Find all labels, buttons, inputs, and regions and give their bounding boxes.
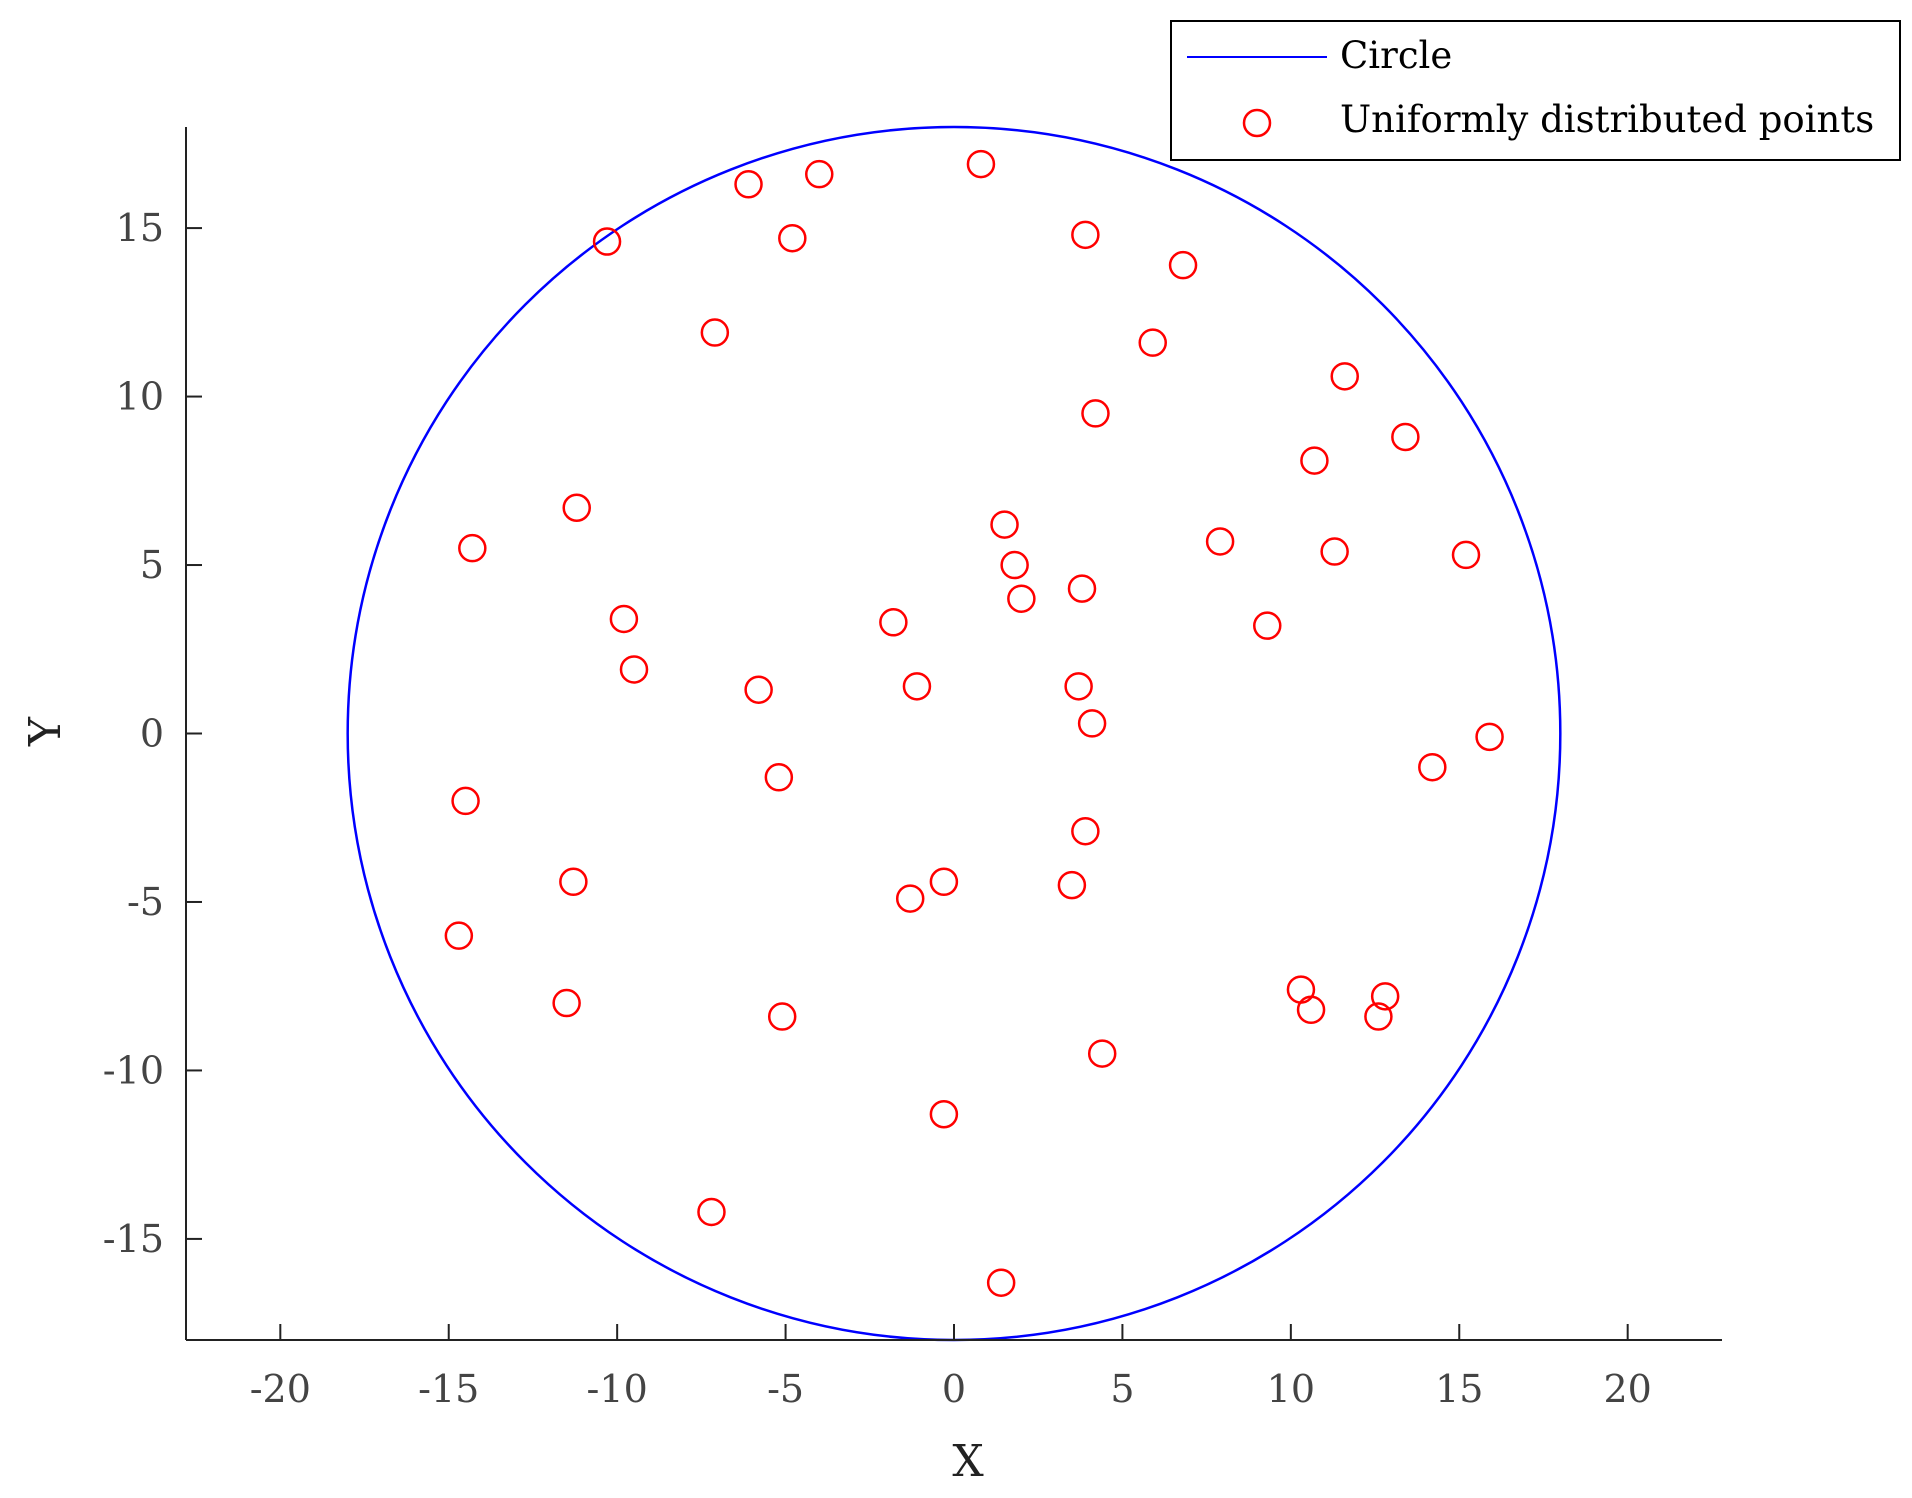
legend-marker-swatch	[1242, 108, 1272, 138]
axes: -20 -15 -10 -5 0 5 10 15 20 -15 -10 -5 0 5 10 15	[103, 127, 1722, 1411]
scatter-point	[1087, 1039, 1117, 1068]
x-tick-label: -15	[418, 1367, 479, 1411]
x-tick-label: -20	[250, 1367, 311, 1411]
points-series	[444, 149, 1504, 1297]
scatter-point	[1138, 328, 1167, 357]
scatter-point	[458, 533, 487, 563]
scatter-point	[1300, 446, 1329, 475]
scatter-point	[1320, 537, 1349, 566]
circle-line	[346, 125, 1562, 1342]
scatter-point	[1071, 816, 1100, 846]
scatter-point	[767, 1002, 797, 1031]
scatter-point	[559, 867, 588, 897]
scatter-point	[778, 223, 807, 253]
scatter-point	[929, 867, 959, 897]
scatter-point	[929, 1099, 959, 1129]
legend-box	[1170, 20, 1901, 161]
x-tick-label: 15	[1435, 1367, 1483, 1411]
legend: Circle Uniformly distributed points	[1170, 20, 1901, 161]
scatter-point	[1077, 709, 1107, 738]
scatter-point	[902, 672, 932, 701]
scatter-point	[734, 170, 763, 199]
scatter-point	[879, 608, 908, 637]
scatter-point	[700, 318, 730, 347]
legend-label-circle: Circle	[1340, 34, 1452, 77]
scatter-point	[1057, 870, 1087, 900]
scatter-point	[1370, 982, 1400, 1011]
scatter-point	[1067, 574, 1097, 603]
y-axis-label: Y	[20, 716, 71, 747]
scatter-point	[990, 510, 1019, 539]
x-ticks: -20 -15 -10 -5 0 5 10 15 20	[250, 1324, 1652, 1411]
x-axis-label: X	[952, 1436, 984, 1487]
x-tick-label: 10	[1267, 1367, 1315, 1411]
scatter-point	[744, 675, 773, 704]
scatter-point	[1168, 250, 1198, 280]
scatter-point	[1081, 399, 1110, 428]
scatter-point	[966, 149, 996, 179]
scatter-point	[1286, 975, 1316, 1004]
x-tick-label: 0	[942, 1367, 966, 1411]
scatter-point	[1007, 584, 1036, 613]
scatter-point	[764, 763, 794, 792]
plot-area	[346, 125, 1562, 1342]
scatter-point	[1253, 611, 1282, 640]
scatter-point	[1364, 1002, 1393, 1031]
scatter-point	[451, 786, 480, 816]
legend-label-points: Uniformly distributed points	[1340, 98, 1874, 141]
scatter-point	[1296, 995, 1326, 1025]
y-tick-label: 10	[116, 375, 164, 419]
y-tick-label: 0	[140, 712, 164, 756]
scatter-point	[1000, 550, 1029, 580]
y-tick-label: 5	[140, 543, 164, 587]
circle-series	[346, 125, 1562, 1342]
y-tick-label: -5	[127, 880, 164, 924]
scatter-point	[805, 159, 834, 189]
y-ticks: -15 -10 -5 0 5 10 15	[103, 206, 202, 1261]
scatter-point	[444, 921, 474, 950]
scatter-point	[1475, 722, 1504, 752]
scatter-point	[1205, 527, 1235, 556]
x-tick-label: 20	[1604, 1367, 1652, 1411]
scatter-point	[609, 604, 639, 634]
scatter-point	[1330, 362, 1359, 391]
scatter-point	[1391, 422, 1420, 452]
scatter-point	[562, 493, 591, 522]
x-tick-label: -10	[587, 1367, 648, 1411]
scatter-point	[592, 227, 622, 256]
scatter-point	[986, 1268, 1016, 1297]
scatter-point	[1418, 752, 1447, 782]
scatter-point	[552, 988, 581, 1018]
x-tick-label: -5	[767, 1367, 804, 1411]
scatter-point	[619, 655, 649, 684]
scatter-point	[697, 1197, 726, 1227]
y-tick-label: -10	[103, 1048, 164, 1092]
scatter-point	[1071, 220, 1100, 250]
y-tick-label: -15	[103, 1217, 164, 1261]
scatter-point	[1451, 540, 1481, 570]
x-tick-label: 5	[1110, 1367, 1134, 1411]
y-tick-label: 15	[116, 206, 164, 250]
scatter-point	[1064, 672, 1093, 701]
scatter-point	[895, 884, 925, 913]
